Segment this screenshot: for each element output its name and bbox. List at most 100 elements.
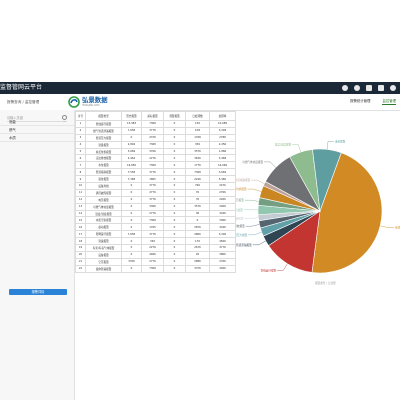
table-row[interactable]: 15 水质污染报警 0 7368 0 0 3366: [75, 216, 236, 225]
table-cell: 8: [75, 168, 86, 177]
table-row[interactable]: 7 水位报警 16,856 7368 0 1776 16,069: [75, 161, 236, 170]
table-row[interactable]: 17 管网运行报警 7,658 3776 0 2866 3,246: [75, 230, 236, 239]
search-input[interactable]: 请输入关键: [7, 115, 67, 122]
table-cell: 0: [121, 216, 142, 225]
table-cell: 2766: [209, 188, 236, 197]
table-cell: 0: [185, 216, 210, 225]
table-cell: 3,468: [209, 154, 236, 163]
table-row[interactable]: 8 管道堵塞报警 7,558 3776 0 7368 3,669: [75, 168, 236, 177]
table-row[interactable]: 6 违法排放报警 4,464 2276 0 3626 3,468: [75, 154, 236, 163]
table-cell: 井盖位移报警: [85, 147, 122, 156]
table-cell: 2,456: [209, 140, 236, 149]
table-cell: 3,248: [209, 126, 236, 135]
table-cell: 4776: [209, 244, 236, 252]
table-row[interactable]: 13 可燃气体浓度报警 0 3366 0 3576 2468: [75, 202, 236, 211]
tab-alarm-stats[interactable]: 报警统计管理: [350, 99, 371, 103]
settings-icon[interactable]: [342, 85, 348, 91]
tab-monitor[interactable]: 监控管理: [382, 99, 396, 105]
table-cell: 1: [75, 120, 86, 128]
table-row[interactable]: 14 温度/湿度报警 0 2776 0 36 3446: [75, 209, 236, 218]
table-row[interactable]: 10 设备离线 0 3776 0 766 2476: [75, 182, 236, 190]
table-cell: 2776: [141, 209, 164, 218]
table-cell: 10,089: [209, 120, 236, 128]
alarm-detail-button[interactable]: 报警详情: [9, 289, 67, 295]
user-icon[interactable]: [390, 85, 396, 91]
table-cell: 违法排放报警: [85, 154, 122, 163]
pie-label: 电压报警: [236, 198, 244, 202]
table-cell: 7,558: [121, 168, 142, 177]
pie-leader-line: [292, 144, 301, 153]
table-row[interactable]: 20 设备报警 0 4466 0 26 3866: [75, 250, 236, 259]
pie-label: 流量报警: [236, 217, 244, 221]
table-row[interactable]: 16 震动报警 0 1765 0 2876 3446: [75, 223, 236, 232]
table-cell: 7: [75, 161, 86, 170]
table-row[interactable]: 12 电压报警 0 3776 0 35 2266: [75, 195, 236, 204]
table-row[interactable]: 9 液位报警 7,368 1865 0 2246 5,960: [75, 175, 236, 184]
message-icon[interactable]: [366, 85, 372, 91]
table-cell: 356: [185, 140, 210, 149]
column-header[interactable]: 序号: [75, 111, 86, 121]
table-cell: 21: [75, 257, 86, 266]
table-cell: 液体泄漏报警: [85, 264, 122, 273]
table-cell: 2766: [209, 257, 236, 266]
table-cell: 2476: [209, 182, 236, 190]
table-cell: 3,669: [121, 147, 142, 156]
table-row[interactable]: 22 液体泄漏报警 0 7368 0 3376 3266: [75, 264, 236, 273]
table-row[interactable]: 3 管道压力报警 0 2376 0 1768 2788: [75, 133, 236, 142]
table-cell: 3376: [185, 264, 210, 273]
notification-icon[interactable]: [354, 85, 360, 91]
table-cell: 0: [121, 133, 142, 142]
table-cell: 0: [163, 209, 186, 218]
pie-slice[interactable]: [311, 152, 383, 274]
table-row[interactable]: 5 井盖位移报警 3,669 3766 0 3576 1,866: [75, 147, 236, 156]
table-cell: 管道堵塞报警: [85, 168, 122, 177]
table-cell: 5,960: [209, 175, 236, 184]
table-cell: 流速报警: [85, 237, 122, 246]
table-cell: 可燃气体浓度报警: [85, 202, 122, 211]
table-cell: 水质污染报警: [85, 216, 122, 225]
column-header[interactable]: 处理率: [209, 111, 236, 121]
more-icon[interactable]: ···: [62, 120, 66, 124]
pie-slice[interactable]: [268, 210, 321, 273]
table-row[interactable]: 1 管线运行报警 15,983 7368 0 156 10,089: [75, 120, 236, 128]
table-cell: 3266: [209, 264, 236, 273]
pie-leader-line: [277, 263, 288, 271]
pie-leader-line: [251, 179, 265, 184]
table-row[interactable]: 11 通讯故障报警 0 2776 0 76 2766: [75, 188, 236, 197]
logo-subtitle: HONGJING DATA: [82, 104, 100, 107]
table-cell: 0: [163, 250, 186, 259]
table-cell: 26: [185, 250, 210, 259]
table-row[interactable]: 2 燃气管道泄漏报警 7,658 3776 0 108 3,248: [75, 126, 236, 135]
sidebar-item-gas[interactable]: 燃气: [0, 126, 74, 134]
table-cell: 0: [163, 257, 186, 266]
search-icon[interactable]: [62, 115, 67, 120]
company-logo: 弘景数据 HONGJING DATA: [68, 95, 108, 109]
column-header[interactable]: 预警报警: [163, 111, 186, 121]
table-cell: 16: [75, 223, 86, 232]
table-cell: 2776: [141, 188, 164, 197]
column-header[interactable]: 日处理数: [185, 111, 210, 121]
sidebar-item-measure[interactable]: 测量 ···: [0, 118, 74, 126]
pie-label: 液体泄漏报警: [395, 226, 400, 230]
breadcrumb[interactable]: 报警查询 / 监控管理: [7, 100, 40, 104]
pie-leader-line: [326, 141, 334, 150]
table-row[interactable]: 21 空压报警 3766 2776 0 2886 2766: [75, 257, 236, 266]
column-header[interactable]: 报警类型: [85, 111, 122, 121]
sidebar-item-water[interactable]: 水质: [0, 134, 74, 142]
logo-name: 弘景数据: [82, 96, 108, 104]
column-header[interactable]: 超标报警: [141, 111, 164, 121]
table-cell: 3766: [141, 147, 164, 156]
table-row[interactable]: 18 流速报警 0 336 0 176 4566: [75, 237, 236, 246]
table-row[interactable]: 19 有害/有毒气体报警 0 2276 0 2676 4776: [75, 244, 236, 252]
table-cell: 0: [163, 126, 186, 135]
table-cell: 3576: [185, 202, 210, 211]
app-title: 监督管网云平台: [0, 84, 43, 91]
table-cell: 3776: [141, 168, 164, 177]
column-header[interactable]: 历史报警: [121, 111, 142, 121]
pie-leader-line: [245, 224, 260, 227]
table-cell: 17: [75, 230, 86, 239]
window-icon[interactable]: [378, 85, 384, 91]
table-cell: 0: [163, 195, 186, 204]
pie-slice[interactable]: [312, 148, 342, 212]
table-row[interactable]: 4 流量报警 2,894 7368 0 356 2,456: [75, 140, 236, 149]
